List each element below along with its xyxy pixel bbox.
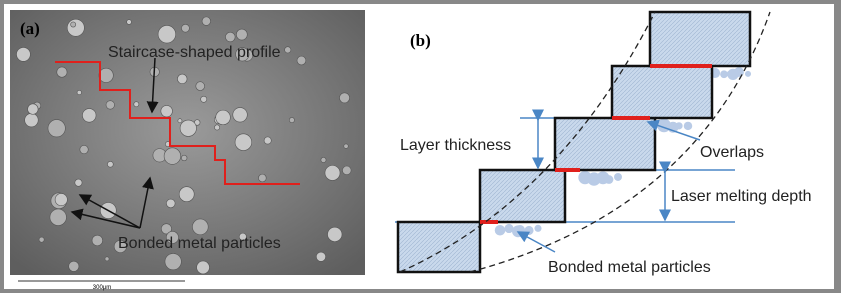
- particle: [158, 25, 176, 43]
- particle: [734, 67, 744, 77]
- particle: [48, 120, 65, 137]
- annotation: Laser melting depth: [671, 188, 812, 205]
- particle: [69, 261, 79, 271]
- particle: [339, 93, 349, 103]
- particle: [235, 134, 252, 151]
- particle: [179, 187, 194, 202]
- panel-label: (b): [410, 31, 431, 50]
- particle: [57, 67, 67, 77]
- particle: [216, 110, 231, 125]
- particle: [342, 166, 351, 175]
- particle: [597, 174, 604, 181]
- particle: [675, 122, 682, 129]
- particle: [16, 47, 30, 61]
- annotation: Bonded metal particles: [118, 235, 281, 252]
- particle: [614, 173, 622, 181]
- particle: [127, 20, 132, 25]
- particle: [297, 56, 306, 65]
- particle: [233, 108, 248, 123]
- particle: [67, 19, 84, 36]
- particle: [39, 237, 44, 242]
- panel-label: (a): [20, 19, 40, 38]
- particle: [192, 219, 208, 235]
- particle: [92, 235, 103, 246]
- particle: [165, 253, 181, 269]
- particle: [180, 120, 196, 136]
- particle: [181, 24, 189, 32]
- particle: [727, 71, 734, 78]
- particle: [50, 209, 67, 226]
- panel-b: (b) Layer thickness Overlaps Laser melti…: [395, 12, 812, 276]
- particle: [177, 74, 187, 84]
- particle: [316, 252, 325, 261]
- particle: [258, 174, 266, 182]
- particle: [196, 82, 205, 91]
- particle: [684, 122, 692, 130]
- particle: [524, 226, 533, 235]
- particle: [107, 161, 113, 167]
- particle: [321, 157, 326, 162]
- particle: [285, 47, 291, 53]
- arrow: [518, 232, 555, 252]
- particle: [75, 179, 82, 186]
- particle: [25, 113, 39, 127]
- figure: (a) Staircase-shaped profile Bonded meta…: [0, 0, 841, 293]
- particle: [328, 227, 342, 241]
- scale-label: 300μm: [93, 285, 111, 291]
- particle: [164, 148, 181, 165]
- annotation: Staircase-shaped profile: [108, 44, 281, 61]
- particle: [82, 109, 96, 123]
- layer: [480, 170, 565, 222]
- particle: [55, 193, 67, 205]
- particle: [236, 29, 247, 40]
- particle: [325, 165, 340, 180]
- particle: [344, 144, 348, 148]
- particle: [289, 117, 294, 122]
- scale-area: [10, 275, 365, 289]
- particle: [264, 137, 271, 144]
- frame-edge: [834, 4, 841, 293]
- particle: [28, 104, 39, 115]
- particle: [71, 22, 76, 27]
- particle: [534, 225, 541, 232]
- particle: [225, 32, 235, 42]
- particle: [181, 155, 187, 161]
- annotation: Overlaps: [700, 144, 764, 161]
- panel-a: (a) Staircase-shaped profile Bonded meta…: [10, 10, 365, 291]
- particle: [214, 125, 219, 130]
- layer: [650, 12, 750, 66]
- particle: [105, 257, 109, 261]
- particle: [106, 101, 114, 109]
- annotation: Layer thickness: [400, 137, 511, 154]
- particle: [80, 145, 88, 153]
- annotation: Bonded metal particles: [548, 259, 711, 276]
- layer: [398, 222, 480, 272]
- particle: [495, 225, 506, 236]
- particle: [134, 102, 139, 107]
- particle: [197, 261, 210, 274]
- particle: [201, 96, 207, 102]
- particle: [166, 199, 175, 208]
- particle: [202, 17, 211, 26]
- particle: [745, 71, 751, 77]
- particle: [77, 90, 81, 94]
- particle: [161, 105, 173, 117]
- layer: [555, 118, 655, 170]
- particle: [178, 119, 182, 123]
- particle: [605, 175, 614, 184]
- layer: [612, 66, 712, 118]
- particle: [99, 68, 113, 82]
